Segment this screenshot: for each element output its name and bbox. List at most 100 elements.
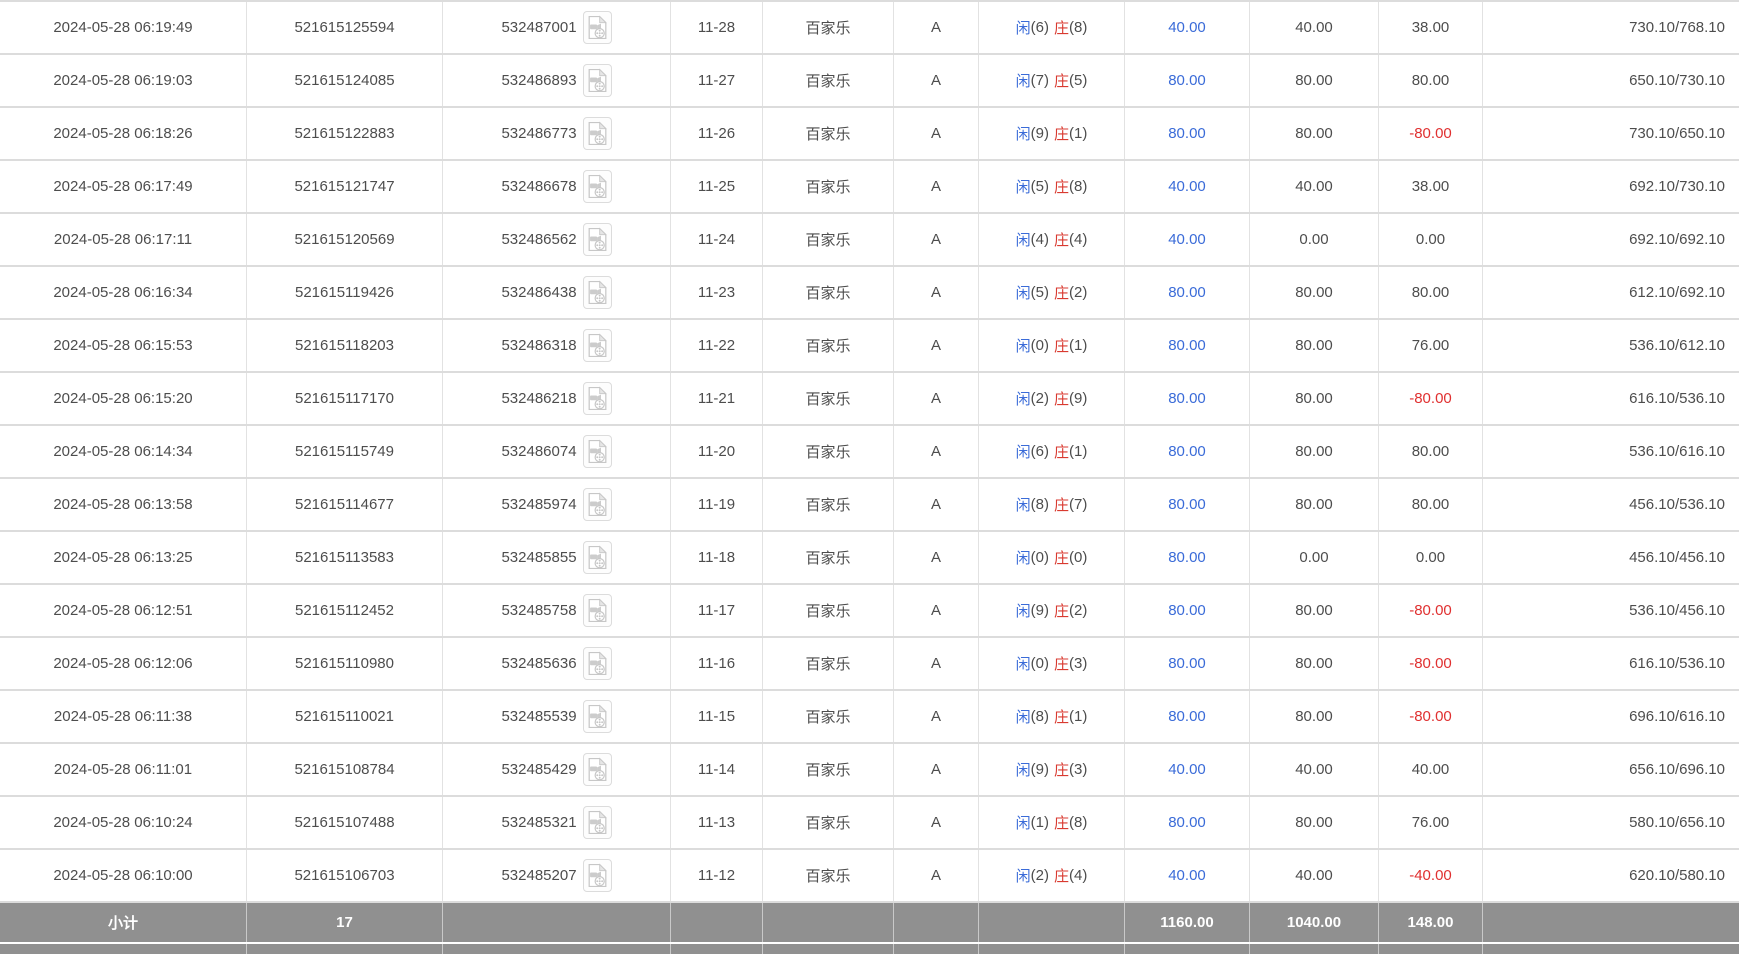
result-cell: 闲 (2) 庄 (4) <box>979 850 1125 901</box>
result-cell: 闲 (5) 庄 (8) <box>979 161 1125 212</box>
round-number: 11-17 <box>671 585 763 636</box>
game-type: 百家乐 <box>763 214 894 265</box>
result-cell: 闲 (6) 庄 (8) <box>979 2 1125 53</box>
subtotal-win-loss: 148.00 <box>1379 903 1483 942</box>
player-points: (6) <box>1030 19 1049 36</box>
round-number: 11-12 <box>671 850 763 901</box>
banker-label: 庄 <box>1054 762 1070 779</box>
result-cell: 闲 (9) 庄 (2) <box>979 585 1125 636</box>
player-points: (5) <box>1030 178 1049 195</box>
table-code: A <box>894 585 979 636</box>
bet-time: 2024-05-28 06:17:49 <box>0 161 247 212</box>
subtotal-bet-amount: 1160.00 <box>1125 903 1250 942</box>
video-replay-icon[interactable] <box>582 753 612 786</box>
result-cell: 闲 (8) 庄 (7) <box>979 479 1125 530</box>
video-replay-icon[interactable] <box>582 806 612 839</box>
player-label: 闲 <box>1015 444 1031 461</box>
video-replay-icon[interactable] <box>582 223 612 256</box>
game-type: 百家乐 <box>763 108 894 159</box>
bet-id: 521615110980 <box>247 638 443 689</box>
bet-time: 2024-05-28 06:13:25 <box>0 532 247 583</box>
video-replay-icon[interactable] <box>582 594 612 627</box>
bet-amount-link[interactable]: 80.00 <box>1125 426 1250 477</box>
video-replay-icon[interactable] <box>582 276 612 309</box>
bet-amount-link[interactable]: 40.00 <box>1125 2 1250 53</box>
total-empty-cell <box>247 944 443 954</box>
game-type: 百家乐 <box>763 55 894 106</box>
banker-label: 庄 <box>1054 179 1070 196</box>
bet-amount-link[interactable]: 80.00 <box>1125 585 1250 636</box>
video-replay-icon[interactable] <box>582 541 612 574</box>
banker-points: (3) <box>1069 761 1088 778</box>
round-id-cell: 532486218 <box>443 373 671 424</box>
player-points: (9) <box>1030 125 1049 142</box>
round-id-cell: 532486438 <box>443 267 671 318</box>
table-code: A <box>894 108 979 159</box>
bet-amount-link[interactable]: 80.00 <box>1125 373 1250 424</box>
player-label: 闲 <box>1015 497 1031 514</box>
video-replay-icon[interactable] <box>582 700 612 733</box>
banker-label: 庄 <box>1054 497 1070 514</box>
table-row: 2024-05-28 06:16:34 521615119426 5324864… <box>0 267 1739 320</box>
banker-label: 庄 <box>1054 20 1070 37</box>
bet-id: 521615118203 <box>247 320 443 371</box>
video-replay-icon[interactable] <box>582 382 612 415</box>
bet-amount-link[interactable]: 80.00 <box>1125 532 1250 583</box>
round-id-cell: 532485636 <box>443 638 671 689</box>
balance: 692.10/692.10 <box>1629 231 1725 248</box>
video-replay-icon[interactable] <box>582 488 612 521</box>
video-replay-icon[interactable] <box>582 170 612 203</box>
round-number: 11-26 <box>671 108 763 159</box>
bet-amount-link[interactable]: 40.00 <box>1125 214 1250 265</box>
video-replay-icon[interactable] <box>582 64 612 97</box>
game-type: 百家乐 <box>763 267 894 318</box>
balance: 620.10/580.10 <box>1629 867 1725 884</box>
table-code: A <box>894 532 979 583</box>
bet-amount-link[interactable]: 80.00 <box>1125 797 1250 848</box>
table-code: A <box>894 638 979 689</box>
bet-time: 2024-05-28 06:15:20 <box>0 373 247 424</box>
player-points: (4) <box>1030 231 1049 248</box>
valid-amount: 80.00 <box>1250 426 1379 477</box>
video-replay-icon[interactable] <box>582 435 612 468</box>
game-type: 百家乐 <box>763 320 894 371</box>
bet-id: 521615108784 <box>247 744 443 795</box>
video-replay-icon[interactable] <box>582 859 612 892</box>
valid-amount: 80.00 <box>1250 108 1379 159</box>
banker-label: 庄 <box>1054 285 1070 302</box>
banker-label: 庄 <box>1054 868 1070 885</box>
round-number: 11-13 <box>671 797 763 848</box>
player-points: (5) <box>1030 284 1049 301</box>
bet-amount-link[interactable]: 40.00 <box>1125 744 1250 795</box>
subtotal-valid-amount: 1040.00 <box>1250 903 1379 942</box>
bet-amount-link[interactable]: 80.00 <box>1125 55 1250 106</box>
bet-amount-link[interactable]: 80.00 <box>1125 638 1250 689</box>
bet-amount-link[interactable]: 40.00 <box>1125 161 1250 212</box>
valid-amount: 80.00 <box>1250 797 1379 848</box>
banker-points: (2) <box>1069 602 1088 619</box>
video-replay-icon[interactable] <box>582 11 612 44</box>
banker-points: (2) <box>1069 284 1088 301</box>
subtotal-empty-cell <box>763 903 894 942</box>
round-id: 532485758 <box>501 602 577 619</box>
banker-label: 庄 <box>1054 444 1070 461</box>
round-id: 532485539 <box>501 708 577 725</box>
bet-amount-link[interactable]: 80.00 <box>1125 267 1250 318</box>
balance: 616.10/536.10 <box>1629 655 1725 672</box>
round-id-cell: 532487001 <box>443 2 671 53</box>
banker-points: (8) <box>1069 814 1088 831</box>
game-type: 百家乐 <box>763 691 894 742</box>
bet-amount-link[interactable]: 80.00 <box>1125 108 1250 159</box>
balance: 456.10/536.10 <box>1629 496 1725 513</box>
bet-amount-link[interactable]: 40.00 <box>1125 850 1250 901</box>
bet-amount-link[interactable]: 80.00 <box>1125 479 1250 530</box>
video-replay-icon[interactable] <box>582 329 612 362</box>
video-replay-icon[interactable] <box>582 117 612 150</box>
round-number: 11-25 <box>671 161 763 212</box>
subtotal-empty-cell <box>894 903 979 942</box>
bet-amount-link[interactable]: 80.00 <box>1125 691 1250 742</box>
video-replay-icon[interactable] <box>582 647 612 680</box>
result-cell: 闲 (1) 庄 (8) <box>979 797 1125 848</box>
bet-amount-link[interactable]: 80.00 <box>1125 320 1250 371</box>
banker-points: (0) <box>1069 549 1088 566</box>
